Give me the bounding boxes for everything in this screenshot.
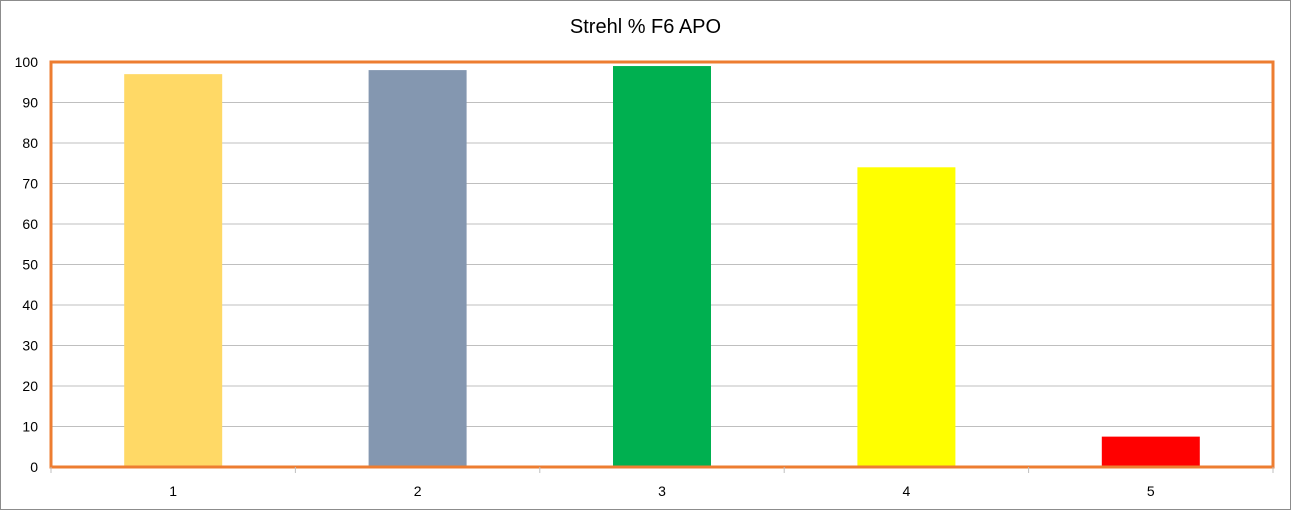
- y-tick-label: 60: [22, 216, 38, 232]
- y-tick-label: 100: [15, 54, 39, 70]
- y-tick-label: 80: [22, 135, 38, 151]
- y-tick-label: 0: [30, 459, 38, 475]
- y-tick-label: 30: [22, 338, 38, 354]
- y-tick-labels: 0 10 20 30 40 50 60 70 80 90 100: [15, 54, 39, 475]
- chart-title: Strehl % F6 APO: [569, 16, 722, 38]
- axes: [49, 60, 1275, 473]
- y-tick-label: 90: [22, 95, 38, 111]
- bar-3: [613, 66, 711, 468]
- bar-5: [1101, 436, 1200, 467]
- y-tick-label: 50: [22, 257, 38, 273]
- bars: [124, 66, 1200, 468]
- y-tick-label: 20: [22, 378, 38, 394]
- x-tick-label: 4: [903, 483, 911, 499]
- bar-4: [857, 167, 956, 468]
- x-tick-labels: 1 2 3 4 5: [169, 483, 1155, 499]
- bar-2: [368, 70, 467, 467]
- x-tick-label: 2: [414, 483, 422, 499]
- x-tick-label: 3: [658, 483, 666, 499]
- x-tick-label: 1: [169, 483, 177, 499]
- y-tick-label: 40: [22, 297, 38, 313]
- bar-1: [124, 74, 223, 468]
- plot-border: [49, 60, 1275, 469]
- y-tick-label: 10: [22, 419, 38, 435]
- x-tick-label: 5: [1147, 483, 1155, 499]
- y-tick-label: 70: [22, 176, 38, 192]
